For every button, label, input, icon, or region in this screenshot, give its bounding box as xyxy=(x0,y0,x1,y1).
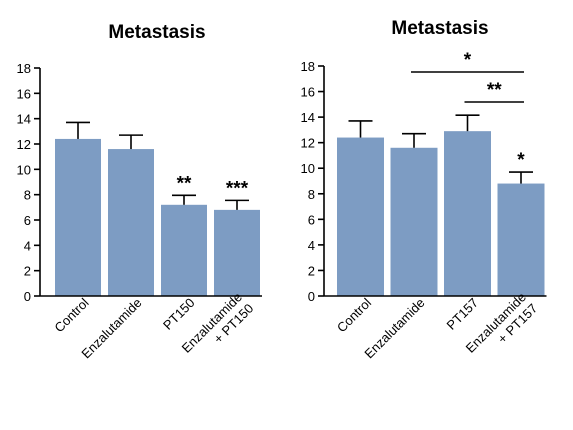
bracket-label: * xyxy=(464,50,472,71)
error-bar-0 xyxy=(66,121,90,139)
error-bar-3 xyxy=(225,199,249,210)
bar-0 xyxy=(337,137,384,296)
y-tick-label: 16 xyxy=(17,86,31,101)
y-tick-label: 16 xyxy=(301,85,315,100)
y-tick-label: 14 xyxy=(17,112,31,127)
y-tick-label: 6 xyxy=(24,213,31,228)
category-label-0: Control xyxy=(51,295,91,335)
significance-mark-2: ** xyxy=(177,173,192,194)
significance-mark-3: * xyxy=(517,150,525,171)
bar-3 xyxy=(214,209,260,296)
y-tick-label: 4 xyxy=(308,238,315,253)
y-tick-label: 10 xyxy=(17,162,31,177)
y-tick-label: 2 xyxy=(24,264,31,279)
y-tick-label: 12 xyxy=(301,136,315,151)
category-label-line: PT157 xyxy=(443,295,481,333)
y-tick-label: 0 xyxy=(24,289,31,304)
y-tick-label: 10 xyxy=(301,161,315,176)
y-tick-label: 2 xyxy=(308,263,315,278)
error-bar-3 xyxy=(509,171,533,184)
comparison-bracket-1: ** xyxy=(464,80,524,103)
chart-title: Metastasis xyxy=(108,22,205,43)
error-bar-2 xyxy=(455,114,480,132)
category-label-line: Control xyxy=(51,295,91,335)
bracket-label: ** xyxy=(487,80,502,101)
significance-mark-3: *** xyxy=(226,178,249,199)
error-bar-2 xyxy=(172,194,196,205)
y-tick-label: 4 xyxy=(24,238,31,253)
y-tick-label: 12 xyxy=(17,137,31,152)
y-tick-label: 8 xyxy=(308,187,315,202)
category-label-2: PT150 xyxy=(160,295,198,333)
comparison-bracket-0: * xyxy=(411,50,524,73)
y-tick-label: 18 xyxy=(301,59,315,74)
chart-left: Metastasis024681012141618ControlEnzaluta… xyxy=(17,22,262,361)
category-label-line: PT150 xyxy=(160,295,198,333)
chart-title: Metastasis xyxy=(391,18,488,39)
y-tick-label: 8 xyxy=(24,188,31,203)
y-tick-label: 0 xyxy=(308,289,315,304)
error-bar-1 xyxy=(119,134,143,150)
bar-0 xyxy=(55,138,101,296)
y-tick-label: 14 xyxy=(301,110,315,125)
bar-1 xyxy=(390,147,438,296)
bar-2 xyxy=(161,204,207,296)
bar-2 xyxy=(444,131,491,296)
bar-1 xyxy=(108,149,154,296)
chart-right: Metastasis024681012141618ControlEnzaluta… xyxy=(301,18,547,361)
bar-3 xyxy=(497,183,545,296)
category-label-2: PT157 xyxy=(443,295,481,333)
category-label-0: Control xyxy=(334,295,374,335)
error-bar-1 xyxy=(402,132,426,148)
y-tick-label: 6 xyxy=(308,212,315,227)
category-label-line: Control xyxy=(334,295,374,335)
error-bar-0 xyxy=(348,120,373,138)
y-tick-label: 18 xyxy=(17,61,31,76)
